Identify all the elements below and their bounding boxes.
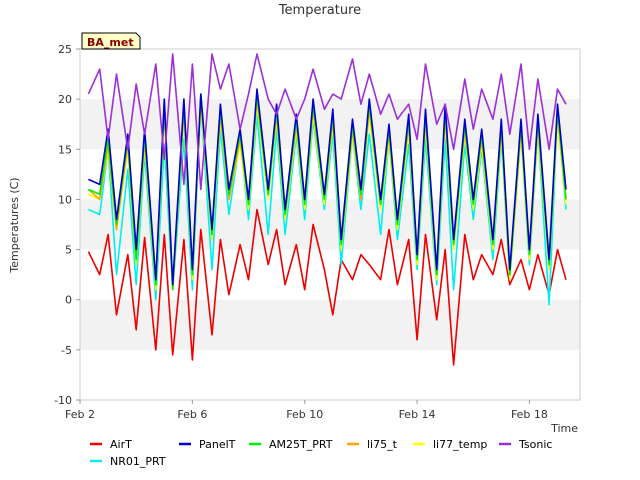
legend: AirT PanelT AM25T_PRT li75_t li77_temp Tsonic…: [90, 438, 552, 468]
legend-label: li77_temp: [433, 438, 487, 451]
y-tick-label: -10: [54, 394, 72, 407]
legend-label: li75_t: [367, 438, 398, 451]
y-tick-label: 20: [58, 93, 72, 106]
legend-label: Tsonic: [518, 438, 552, 451]
site-label: BA_met: [87, 36, 134, 49]
series-line-tsonic: [87, 53, 567, 191]
grid-band: [80, 49, 580, 100]
grid-band: [80, 349, 580, 400]
y-tick-label: 15: [58, 143, 72, 156]
x-tick-label: Feb 2: [65, 408, 95, 421]
legend-label: AM25T_PRT: [269, 438, 333, 451]
x-tick-label: Feb 10: [286, 408, 323, 421]
series-line-panelt: [88, 88, 567, 286]
y-tick-label: 25: [58, 43, 72, 56]
legend-label: PanelT: [199, 438, 236, 451]
y-tick-label: 5: [65, 244, 72, 257]
series-line-airt: [87, 208, 567, 366]
y-tick-label: -5: [61, 344, 72, 357]
legend-label: AirT: [110, 438, 132, 451]
y-axis-ticks: -10 -5 0 5 10 15 20 25: [54, 43, 80, 407]
x-tick-label: Feb 18: [511, 408, 548, 421]
x-axis-ticks: Feb 2 Feb 6 Feb 10 Feb 14 Feb 18: [65, 400, 548, 421]
x-tick-label: Feb 14: [399, 408, 436, 421]
legend-label: NR01_PRT: [110, 455, 166, 468]
y-tick-label: 0: [65, 294, 72, 307]
x-axis-label: Time: [550, 422, 578, 435]
grid-band: [80, 299, 580, 350]
x-tick-label: Feb 6: [177, 408, 207, 421]
site-label-box: BA_met: [81, 32, 141, 50]
chart-title: Temperature: [278, 3, 361, 18]
y-tick-label: 10: [58, 193, 72, 206]
plot-frame: [79, 48, 581, 401]
y-axis-label: Temperatures (C): [8, 177, 21, 273]
series-lines: [87, 53, 567, 366]
